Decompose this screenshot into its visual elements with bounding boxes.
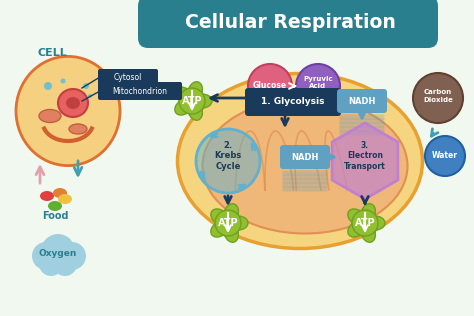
FancyBboxPatch shape	[138, 0, 438, 48]
Ellipse shape	[361, 204, 375, 223]
Text: Water: Water	[432, 151, 458, 161]
Circle shape	[32, 242, 60, 270]
Circle shape	[41, 234, 75, 268]
Text: Oxygen: Oxygen	[39, 250, 77, 258]
Ellipse shape	[175, 87, 193, 103]
Text: Glucose: Glucose	[253, 82, 287, 90]
Ellipse shape	[177, 74, 422, 248]
Ellipse shape	[58, 194, 72, 204]
Ellipse shape	[40, 191, 54, 201]
Ellipse shape	[58, 89, 88, 117]
Text: ATP: ATP	[355, 218, 375, 228]
Ellipse shape	[53, 188, 67, 198]
FancyBboxPatch shape	[283, 186, 328, 191]
FancyBboxPatch shape	[98, 69, 158, 86]
Ellipse shape	[228, 216, 248, 230]
Ellipse shape	[48, 201, 62, 211]
Text: CELL: CELL	[38, 48, 68, 58]
Text: NADH: NADH	[292, 153, 319, 161]
FancyBboxPatch shape	[280, 145, 330, 169]
Ellipse shape	[224, 204, 238, 223]
Ellipse shape	[192, 94, 212, 108]
Text: 3.
Electron
Transport: 3. Electron Transport	[344, 141, 386, 171]
Text: 2.
Krebs
Cycle: 2. Krebs Cycle	[214, 141, 242, 171]
FancyBboxPatch shape	[337, 89, 387, 113]
FancyBboxPatch shape	[339, 123, 384, 127]
Ellipse shape	[16, 56, 120, 166]
Circle shape	[413, 73, 463, 123]
Ellipse shape	[66, 97, 80, 109]
Circle shape	[296, 64, 340, 108]
Ellipse shape	[211, 209, 229, 225]
FancyBboxPatch shape	[283, 171, 328, 175]
Circle shape	[53, 252, 77, 276]
Circle shape	[44, 82, 52, 90]
FancyBboxPatch shape	[339, 126, 384, 131]
FancyBboxPatch shape	[245, 88, 341, 116]
Circle shape	[425, 136, 465, 176]
Circle shape	[58, 242, 86, 270]
Circle shape	[39, 252, 63, 276]
FancyBboxPatch shape	[283, 183, 328, 187]
Text: Mitochondrion: Mitochondrion	[112, 87, 167, 95]
Circle shape	[179, 88, 205, 114]
Circle shape	[248, 64, 292, 108]
FancyBboxPatch shape	[283, 179, 328, 184]
Text: Pyruvic
Acid: Pyruvic Acid	[303, 76, 333, 89]
FancyBboxPatch shape	[339, 118, 384, 124]
Text: Cytosol: Cytosol	[114, 73, 142, 82]
Ellipse shape	[39, 110, 61, 123]
Ellipse shape	[188, 82, 202, 101]
Circle shape	[352, 210, 378, 236]
FancyBboxPatch shape	[339, 131, 384, 136]
Text: Cellular Respiration: Cellular Respiration	[184, 13, 395, 32]
Circle shape	[83, 83, 89, 89]
Ellipse shape	[348, 221, 366, 237]
FancyBboxPatch shape	[339, 114, 384, 119]
FancyBboxPatch shape	[98, 82, 182, 100]
Circle shape	[88, 94, 92, 98]
Text: 1. Glycolysis: 1. Glycolysis	[261, 98, 325, 106]
Ellipse shape	[348, 209, 366, 225]
Ellipse shape	[224, 223, 238, 242]
Text: ATP: ATP	[218, 218, 238, 228]
Circle shape	[61, 78, 65, 83]
Ellipse shape	[69, 124, 87, 134]
Ellipse shape	[211, 221, 229, 237]
Text: NADH: NADH	[348, 96, 376, 106]
Circle shape	[215, 210, 241, 236]
FancyBboxPatch shape	[283, 174, 328, 179]
Ellipse shape	[175, 99, 193, 115]
Text: Food: Food	[42, 211, 68, 221]
Ellipse shape	[365, 216, 385, 230]
Ellipse shape	[188, 101, 202, 120]
Text: ATP: ATP	[182, 96, 202, 106]
Ellipse shape	[202, 99, 408, 234]
Ellipse shape	[361, 223, 375, 242]
Circle shape	[196, 129, 260, 193]
Text: Carbon
Dioxide: Carbon Dioxide	[423, 89, 453, 102]
